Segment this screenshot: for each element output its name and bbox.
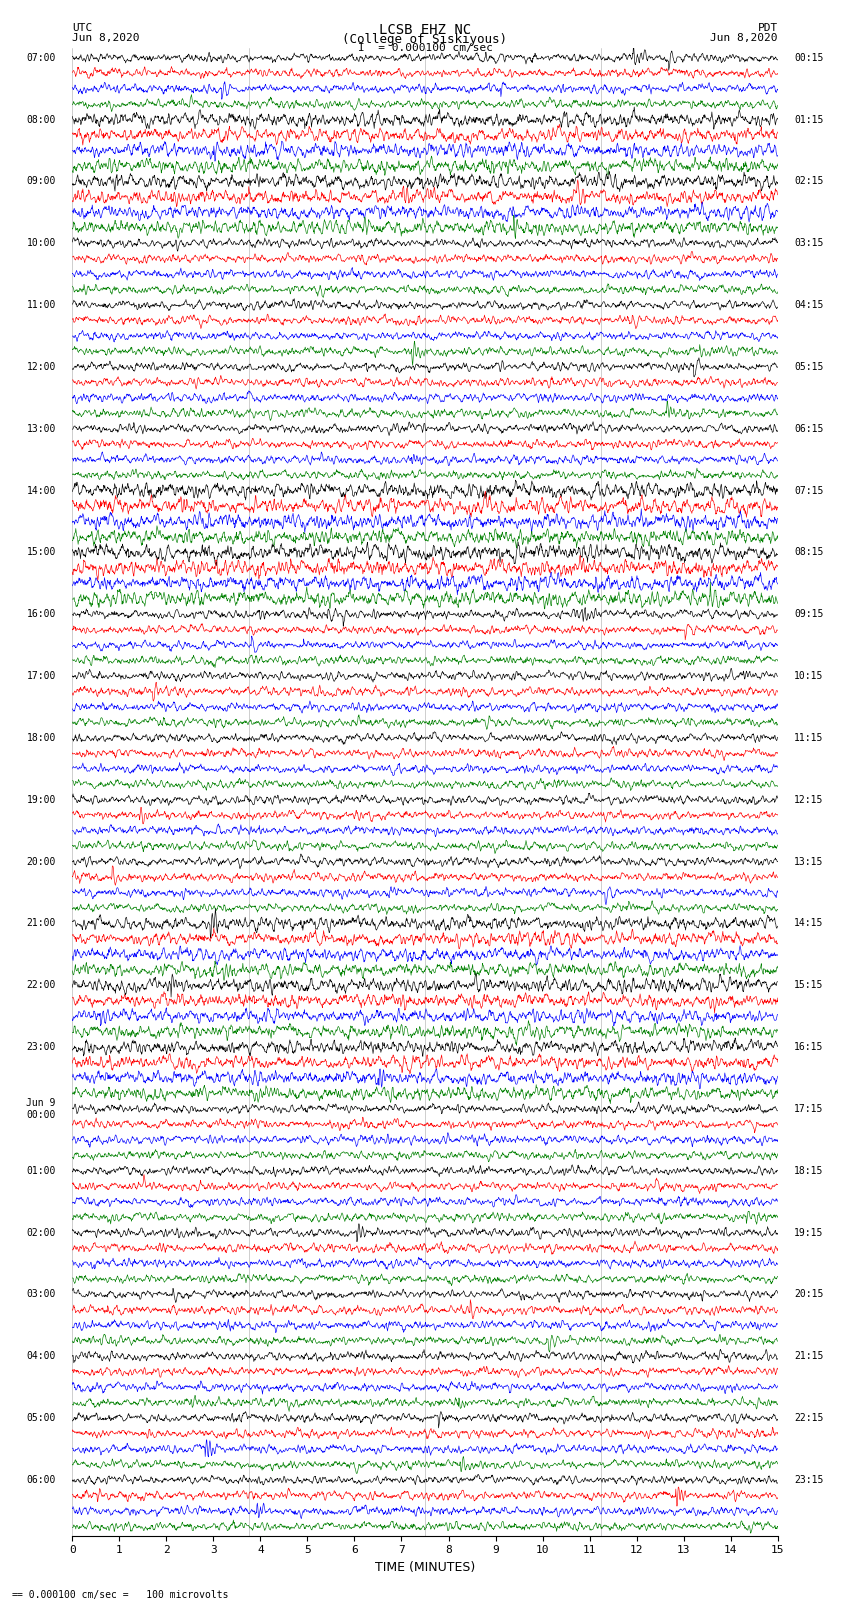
Text: 01:15: 01:15 (794, 115, 824, 124)
Text: 15:15: 15:15 (794, 981, 824, 990)
Text: 16:15: 16:15 (794, 1042, 824, 1052)
Text: 08:00: 08:00 (26, 115, 56, 124)
Text: PDT: PDT (757, 24, 778, 34)
Text: 15:00: 15:00 (26, 547, 56, 558)
Text: 00:15: 00:15 (794, 53, 824, 63)
Text: 22:15: 22:15 (794, 1413, 824, 1423)
Text: 14:15: 14:15 (794, 918, 824, 929)
Text: 09:00: 09:00 (26, 176, 56, 187)
Text: 11:15: 11:15 (794, 732, 824, 744)
Text: 20:15: 20:15 (794, 1289, 824, 1300)
Text: 23:15: 23:15 (794, 1474, 824, 1486)
Text: 17:15: 17:15 (794, 1103, 824, 1115)
Text: 05:00: 05:00 (26, 1413, 56, 1423)
Text: 07:15: 07:15 (794, 486, 824, 495)
Text: 23:00: 23:00 (26, 1042, 56, 1052)
Text: Jun 8,2020: Jun 8,2020 (72, 32, 139, 44)
Text: 03:00: 03:00 (26, 1289, 56, 1300)
Text: LCSB EHZ NC: LCSB EHZ NC (379, 24, 471, 37)
Text: UTC: UTC (72, 24, 93, 34)
Text: 03:15: 03:15 (794, 239, 824, 248)
Text: 21:00: 21:00 (26, 918, 56, 929)
Text: 09:15: 09:15 (794, 610, 824, 619)
Text: 12:15: 12:15 (794, 795, 824, 805)
Text: 01:00: 01:00 (26, 1166, 56, 1176)
Text: 13:15: 13:15 (794, 857, 824, 866)
Text: 10:00: 10:00 (26, 239, 56, 248)
Text: 16:00: 16:00 (26, 610, 56, 619)
Text: 11:00: 11:00 (26, 300, 56, 310)
Text: 04:00: 04:00 (26, 1352, 56, 1361)
Text: 21:15: 21:15 (794, 1352, 824, 1361)
Text: 18:15: 18:15 (794, 1166, 824, 1176)
Text: Jun 9
00:00: Jun 9 00:00 (26, 1098, 56, 1119)
Text: 06:00: 06:00 (26, 1474, 56, 1486)
Text: 14:00: 14:00 (26, 486, 56, 495)
Text: 06:15: 06:15 (794, 424, 824, 434)
Text: 02:15: 02:15 (794, 176, 824, 187)
Text: 17:00: 17:00 (26, 671, 56, 681)
Text: 12:00: 12:00 (26, 361, 56, 373)
X-axis label: TIME (MINUTES): TIME (MINUTES) (375, 1561, 475, 1574)
Text: 13:00: 13:00 (26, 424, 56, 434)
Text: 20:00: 20:00 (26, 857, 56, 866)
Text: 19:00: 19:00 (26, 795, 56, 805)
Text: I  = 0.000100 cm/sec: I = 0.000100 cm/sec (358, 44, 492, 53)
Text: Jun 8,2020: Jun 8,2020 (711, 32, 778, 44)
Text: 08:15: 08:15 (794, 547, 824, 558)
Text: 19:15: 19:15 (794, 1227, 824, 1237)
Text: 05:15: 05:15 (794, 361, 824, 373)
Text: = 0.000100 cm/sec =   100 microvolts: = 0.000100 cm/sec = 100 microvolts (17, 1590, 229, 1600)
Text: (College of Siskiyous): (College of Siskiyous) (343, 32, 507, 47)
Text: 18:00: 18:00 (26, 732, 56, 744)
Text: 07:00: 07:00 (26, 53, 56, 63)
Text: =: = (12, 1590, 18, 1600)
Text: 22:00: 22:00 (26, 981, 56, 990)
Text: 10:15: 10:15 (794, 671, 824, 681)
Text: 04:15: 04:15 (794, 300, 824, 310)
Text: 02:00: 02:00 (26, 1227, 56, 1237)
